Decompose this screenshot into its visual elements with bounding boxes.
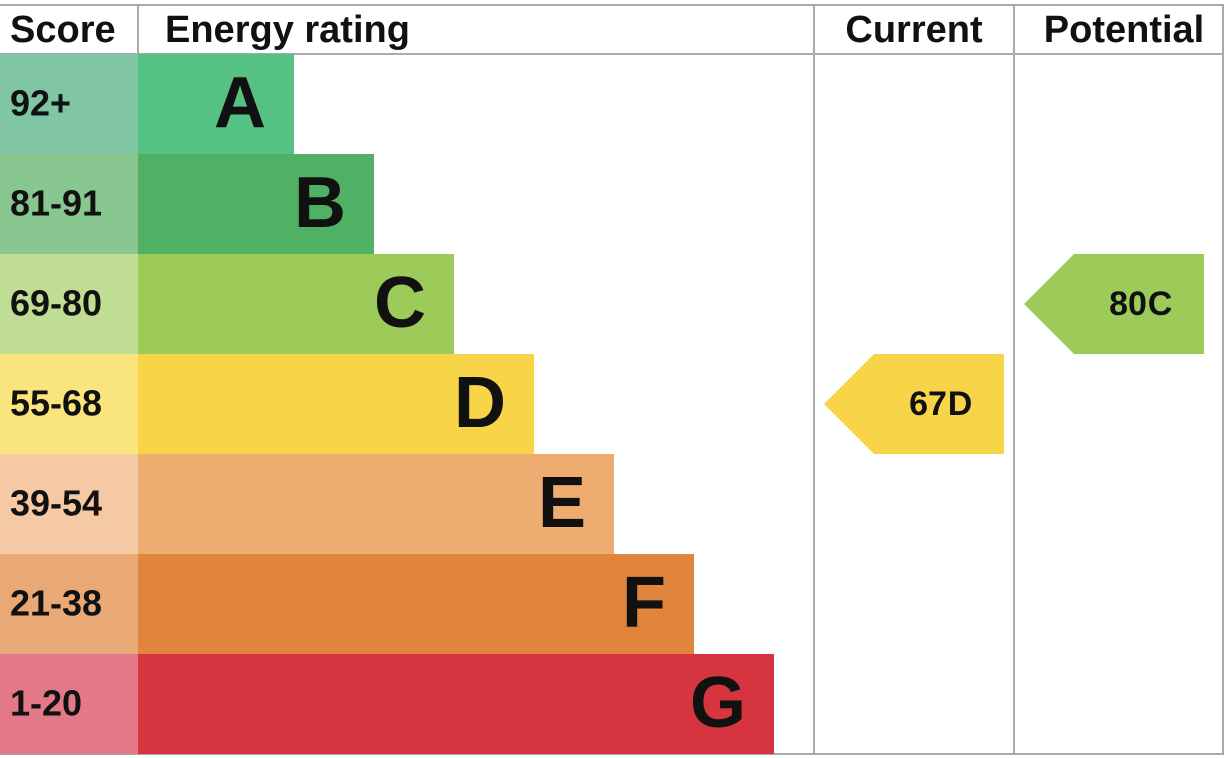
- arrow-score: 80: [1109, 285, 1147, 323]
- rating-bar: [138, 654, 774, 754]
- score-range: 69-80: [10, 283, 102, 324]
- rating-bar: [138, 54, 294, 154]
- score-range: 1-20: [10, 683, 82, 724]
- arrow-score: 67: [909, 385, 947, 423]
- rating-bar: [138, 454, 614, 554]
- rating-letter: A: [214, 63, 266, 143]
- score-range: 39-54: [10, 483, 102, 524]
- header-potential: Potential: [1044, 9, 1204, 51]
- rating-letter: D: [454, 363, 506, 443]
- header-rating: Energy rating: [165, 9, 410, 51]
- score-cell: [0, 554, 138, 654]
- header-current: Current: [845, 9, 983, 51]
- rating-arrow: [1024, 254, 1204, 354]
- header-score: Score: [10, 9, 116, 51]
- score-cell: [0, 654, 138, 754]
- arrow-letter: D: [948, 385, 973, 423]
- score-cell: [0, 254, 138, 354]
- score-cell: [0, 454, 138, 554]
- rating-arrow: [824, 354, 1004, 454]
- rating-letter: G: [690, 663, 746, 743]
- rating-letter: B: [294, 163, 346, 243]
- score-range: 81-91: [10, 183, 102, 224]
- rating-bar: [138, 354, 534, 454]
- rating-letter: C: [374, 263, 426, 343]
- rating-bar: [138, 554, 694, 654]
- rating-bar: [138, 154, 374, 254]
- arrow-letter: C: [1148, 285, 1173, 323]
- score-range: 92+: [10, 83, 71, 124]
- score-cell: [0, 154, 138, 254]
- rating-letter: E: [538, 463, 586, 543]
- score-cell: [0, 54, 138, 154]
- score-range: 55-68: [10, 383, 102, 424]
- score-cell: [0, 354, 138, 454]
- score-range: 21-38: [10, 583, 102, 624]
- rating-letter: F: [622, 563, 666, 643]
- rating-bar: [138, 254, 454, 354]
